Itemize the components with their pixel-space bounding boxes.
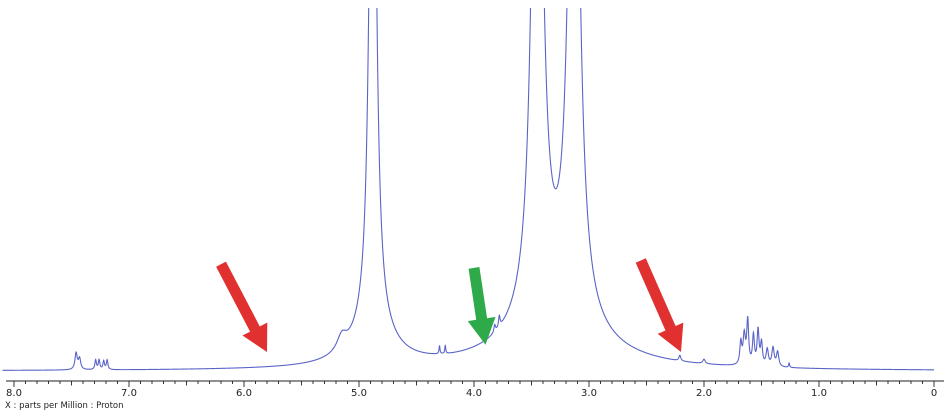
x-tick-label: 2.0 (696, 388, 712, 399)
x-tick-label: 3.0 (581, 388, 597, 399)
x-tick-label: 6.0 (236, 388, 252, 399)
green-arrow (467, 267, 496, 345)
red-arrow-right (635, 258, 684, 352)
red-arrow-left (216, 261, 268, 352)
x-tick-label: 7.0 (121, 388, 137, 399)
x-tick-label: 1.0 (811, 388, 827, 399)
x-tick-label: 8.0 (6, 388, 22, 399)
x-tick-label: 0 (931, 388, 937, 399)
annotation-arrows (216, 258, 684, 352)
x-tick-label: 5.0 (351, 388, 367, 399)
x-axis-title: X : parts per Million : Proton (5, 401, 124, 411)
plot-area (2, 8, 934, 371)
spectrum-line (2, 8, 934, 371)
x-tick-label: 4.0 (466, 388, 482, 399)
x-axis: 8.0 7.0 6.0 5.0 4.0 3.0 2.0 1.0 0 (6, 380, 944, 399)
